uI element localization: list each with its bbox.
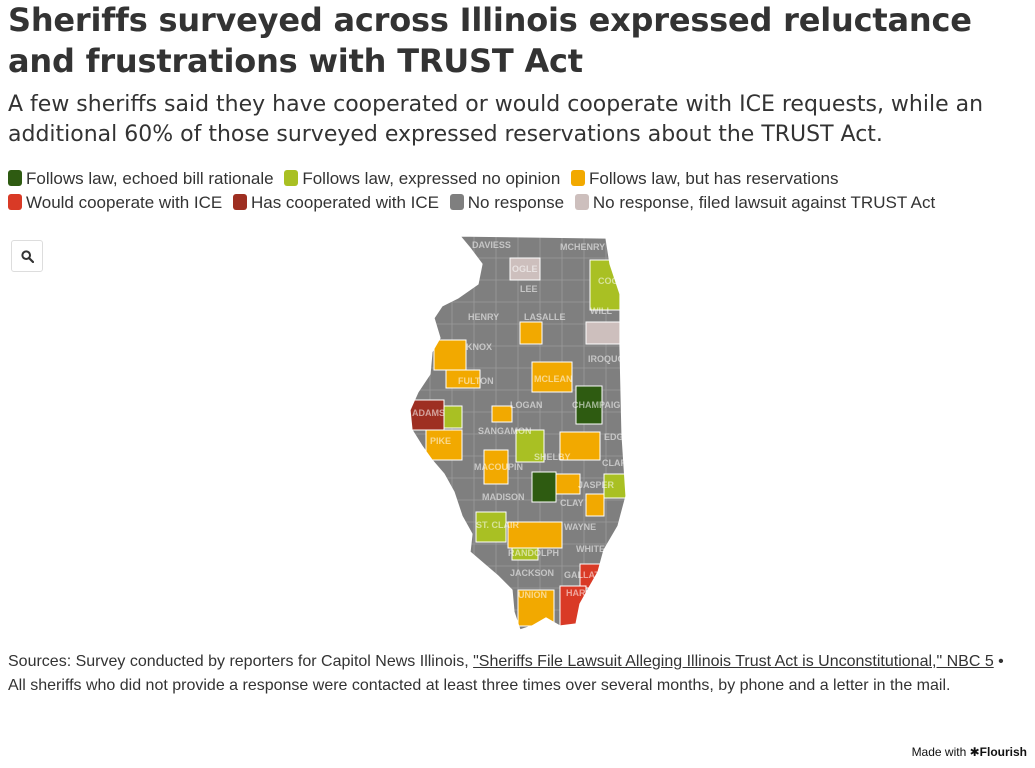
county-label: RANDOLPH — [508, 548, 559, 558]
county-mclean[interactable] — [531, 361, 573, 393]
county-label: CHAMPAIGN — [572, 400, 627, 410]
county-mercer[interactable] — [433, 339, 467, 371]
county-macon[interactable] — [559, 431, 601, 461]
legend-item[interactable]: Follows law, expressed no opinion — [284, 167, 560, 191]
legend-swatch — [571, 170, 586, 186]
legend-item[interactable]: Follows law, echoed bill rationale — [8, 167, 274, 191]
county-lasalle-part[interactable] — [519, 321, 543, 345]
legend-label: Follows law, expressed no opinion — [302, 169, 561, 188]
county-label: MADISON — [482, 492, 525, 502]
legend-label: Has cooperated with ICE — [250, 193, 440, 212]
county-label: KNOX — [466, 342, 492, 352]
county-label: MCHENRY — [560, 242, 605, 252]
search-icon — [21, 250, 34, 263]
county-macoupin[interactable] — [483, 449, 509, 485]
county-label: CLAY — [560, 498, 584, 508]
county-label: PIKE — [430, 436, 451, 446]
legend-item[interactable]: No response, filed lawsuit against TRUST… — [574, 191, 936, 215]
county-brown[interactable] — [441, 405, 463, 429]
zoom-button[interactable] — [11, 240, 43, 272]
nbc5-source-link[interactable]: "Sheriffs File Lawsuit Alleging Illinois… — [473, 653, 994, 670]
legend-item[interactable]: Would cooperate with ICE — [8, 191, 222, 215]
illinois-county-map[interactable]: DAVIESS MCHENRY OGLE COOK LEE HENRY LASA… — [400, 234, 640, 634]
legend-swatch — [8, 194, 22, 210]
county-washington[interactable] — [507, 521, 563, 549]
county-label: CLARK — [602, 458, 634, 468]
sources-prefix: Sources: Survey conducted by reporters f… — [8, 653, 474, 670]
chart-title: Sheriffs surveyed across Illinois expres… — [8, 1, 972, 80]
county-label: COOK — [598, 276, 626, 286]
sources-suffix: • All sheriffs who did not provide a res… — [8, 653, 1004, 694]
county-label: HENRY — [468, 312, 499, 322]
county-menard[interactable] — [491, 405, 513, 423]
county-label: WHITE — [576, 544, 605, 554]
county-crawford[interactable] — [603, 473, 628, 499]
legend-swatch — [449, 194, 464, 210]
county-label: GALLATIN — [564, 570, 609, 580]
county-label: UNION — [518, 590, 547, 600]
county-label: JASPER — [578, 480, 615, 490]
county-champaign[interactable] — [575, 385, 603, 425]
legend-swatch — [8, 170, 22, 186]
county-label: IROQUOIS — [588, 354, 633, 364]
county-label: MCLEAN — [534, 374, 573, 384]
county-label: DAVIESS — [472, 240, 511, 250]
county-richland[interactable] — [585, 493, 605, 517]
county-label: SHELBY — [534, 452, 571, 462]
county-label: LOGAN — [510, 400, 543, 410]
flourish-logo-icon: ✱ — [969, 745, 980, 759]
flourish-credit[interactable]: Made with ✱Flourish — [912, 745, 1027, 759]
county-effingham[interactable] — [555, 473, 581, 495]
legend-item[interactable]: Follows law, but has reservations — [571, 167, 839, 191]
credit-brand: Flourish — [979, 745, 1027, 759]
county-adams[interactable] — [404, 399, 445, 431]
county-label: FULTON — [458, 376, 494, 386]
legend-item[interactable]: No response — [449, 191, 565, 215]
county-labels: DAVIESS MCHENRY OGLE COOK LEE HENRY LASA… — [412, 240, 637, 600]
legend-item[interactable]: Has cooperated with ICE — [232, 191, 440, 215]
legend-swatch — [232, 194, 247, 210]
county-label: MACOUPIN — [474, 462, 523, 472]
legend-label: Follows law, but has reservations — [589, 169, 839, 188]
county-label: OGLE — [512, 264, 538, 274]
chart-subtitle: A few sheriffs said they have cooperated… — [8, 92, 984, 147]
legend-label: Follows law, echoed bill rationale — [26, 169, 274, 188]
county-fulton[interactable] — [445, 369, 481, 389]
county-ogle[interactable] — [509, 257, 541, 281]
legend-swatch — [574, 194, 589, 210]
county-label: WILL — [590, 306, 612, 316]
credit-prefix: Made with — [911, 745, 970, 759]
county-st-clair[interactable] — [475, 511, 507, 543]
state-outline — [409, 235, 627, 631]
legend-label: Would cooperate with ICE — [26, 193, 223, 212]
legend-label: No response — [467, 193, 565, 212]
county-pike[interactable] — [425, 429, 463, 461]
county-kankakee[interactable] — [585, 321, 626, 345]
county-label: EDGAR — [604, 432, 637, 442]
county-shelby[interactable] — [531, 471, 557, 503]
county-label: WAYNE — [564, 522, 596, 532]
county-label: LEE — [520, 284, 538, 294]
county-label: SANGAMON — [478, 426, 532, 436]
sources-note: Sources: Survey conducted by reporters f… — [8, 650, 1023, 698]
county-label: ADAMS — [412, 408, 445, 418]
county-label: ST. CLAIR — [476, 520, 520, 530]
legend: Follows law, echoed bill rationale Follo… — [8, 167, 1028, 215]
county-sangamon-east[interactable] — [515, 429, 545, 463]
legend-swatch — [284, 170, 299, 186]
county-label: JACKSON — [510, 568, 554, 578]
county-label: HARDIN — [566, 588, 601, 598]
legend-label: No response, filed lawsuit against TRUST… — [592, 193, 936, 212]
county-label: LASALLE — [524, 312, 566, 322]
